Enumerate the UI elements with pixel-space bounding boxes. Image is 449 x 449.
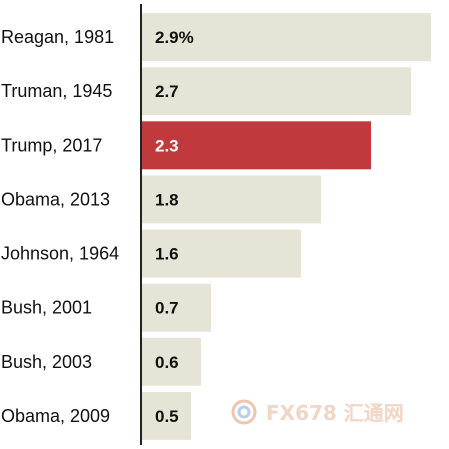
category-label-2: Trump, 2017 bbox=[1, 135, 102, 155]
watermark: FX678 汇通网 bbox=[231, 399, 404, 425]
category-label-1: Truman, 1945 bbox=[1, 81, 112, 101]
spiral-logo-icon bbox=[231, 399, 257, 425]
value-labels-layer: 2.9% 2.7 2.3 1.8 1.6 0.7 0.6 0.5 bbox=[155, 28, 194, 426]
category-label-0: Reagan, 1981 bbox=[1, 27, 114, 47]
value-label-3: 1.8 bbox=[155, 190, 179, 209]
bar-6 bbox=[141, 337, 201, 386]
category-label-3: Obama, 2013 bbox=[1, 189, 110, 209]
value-label-6: 0.6 bbox=[155, 353, 179, 372]
category-label-5: Bush, 2001 bbox=[1, 298, 92, 318]
value-label-4: 1.6 bbox=[155, 245, 179, 264]
category-label-4: Johnson, 1964 bbox=[1, 244, 119, 264]
watermark-text: FX678 汇通网 bbox=[266, 401, 404, 425]
value-label-2: 2.3 bbox=[155, 136, 179, 155]
bar-2 bbox=[141, 121, 371, 170]
bar-4 bbox=[141, 229, 301, 278]
value-label-7: 0.5 bbox=[155, 407, 179, 426]
category-labels-layer: Reagan, 1981 Truman, 1945 Trump, 2017 Obama… bbox=[1, 27, 119, 426]
bar-3 bbox=[141, 175, 321, 224]
value-label-1: 2.7 bbox=[155, 82, 179, 101]
value-label-5: 0.7 bbox=[155, 299, 179, 318]
category-label-7: Obama, 2009 bbox=[1, 406, 110, 426]
bar-0 bbox=[141, 13, 431, 62]
bar-5 bbox=[141, 283, 211, 332]
bars-layer bbox=[141, 13, 431, 440]
bar-1 bbox=[141, 67, 411, 116]
bar-7 bbox=[141, 391, 191, 440]
value-label-0: 2.9% bbox=[155, 28, 194, 47]
category-label-6: Bush, 2003 bbox=[1, 352, 92, 372]
